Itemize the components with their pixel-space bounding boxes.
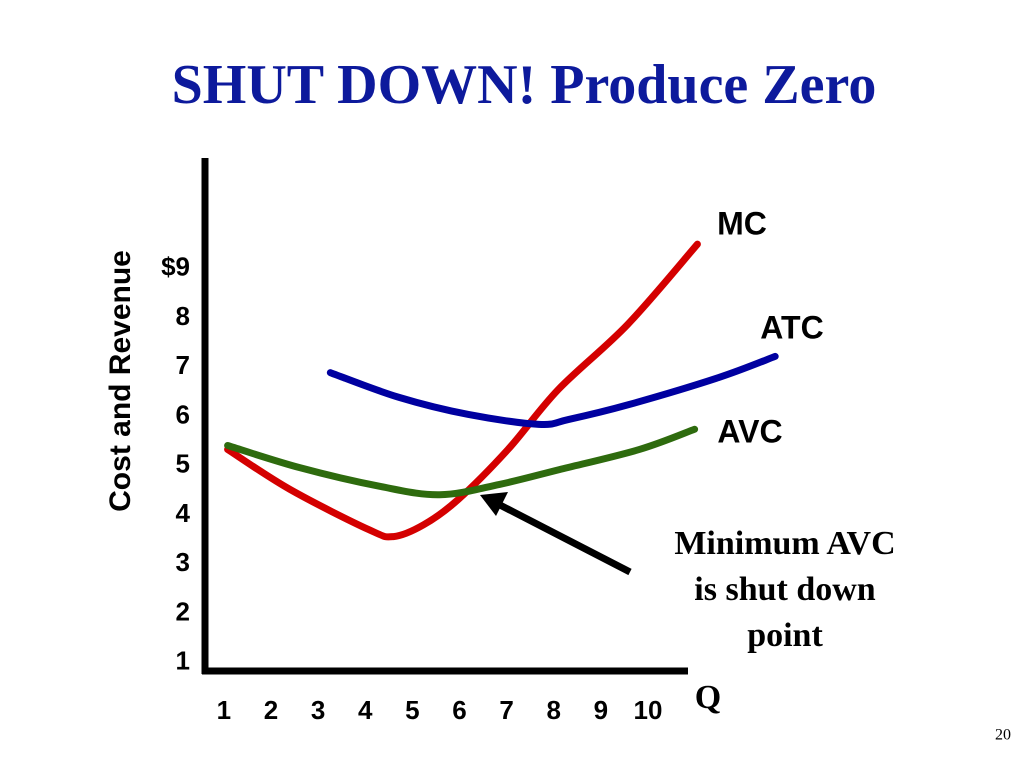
line: [224, 425, 699, 499]
y-tick-label: 6: [176, 399, 190, 429]
series-label: ATC: [760, 309, 823, 345]
arrow-head: [480, 492, 508, 516]
annotation: is shut down: [694, 571, 876, 608]
y-tick-label: 2: [176, 596, 190, 626]
annotation: Minimum AVC: [674, 525, 895, 562]
y-tick-label: 8: [176, 301, 190, 331]
series-label: AVC: [717, 413, 782, 449]
x-tick-label: 9: [594, 695, 608, 725]
x-tick-label: 4: [358, 695, 373, 725]
chart-title: SHUT DOWN! Produce Zero: [172, 54, 877, 116]
annotation: point: [747, 617, 823, 654]
line: [224, 240, 701, 541]
x-tick-label: 3: [311, 695, 325, 725]
y-tick-label: 3: [176, 547, 190, 577]
y-tick-label: $9: [161, 252, 190, 282]
x-tick-label: 5: [405, 695, 419, 725]
x-tick-label: 7: [499, 695, 513, 725]
y-axis-label: Cost and Revenue: [104, 250, 137, 512]
x-tick-label: 6: [452, 695, 466, 725]
page-number: 20: [995, 727, 1011, 744]
y-tick-label: 4: [176, 498, 191, 528]
x-tick-label: 2: [264, 695, 278, 725]
y-tick-label: 7: [176, 350, 190, 380]
series-label: MC: [717, 205, 767, 241]
annotation-arrow: [498, 501, 632, 576]
x-axis-label: Q: [695, 679, 721, 716]
x-tick-label: 10: [633, 695, 662, 725]
x-tick-label: 8: [546, 695, 560, 725]
y-tick-label: 5: [176, 449, 190, 479]
y-tick-label: 1: [176, 645, 190, 675]
x-tick-label: 1: [217, 695, 231, 725]
plot: [224, 240, 779, 541]
line: [326, 352, 779, 428]
